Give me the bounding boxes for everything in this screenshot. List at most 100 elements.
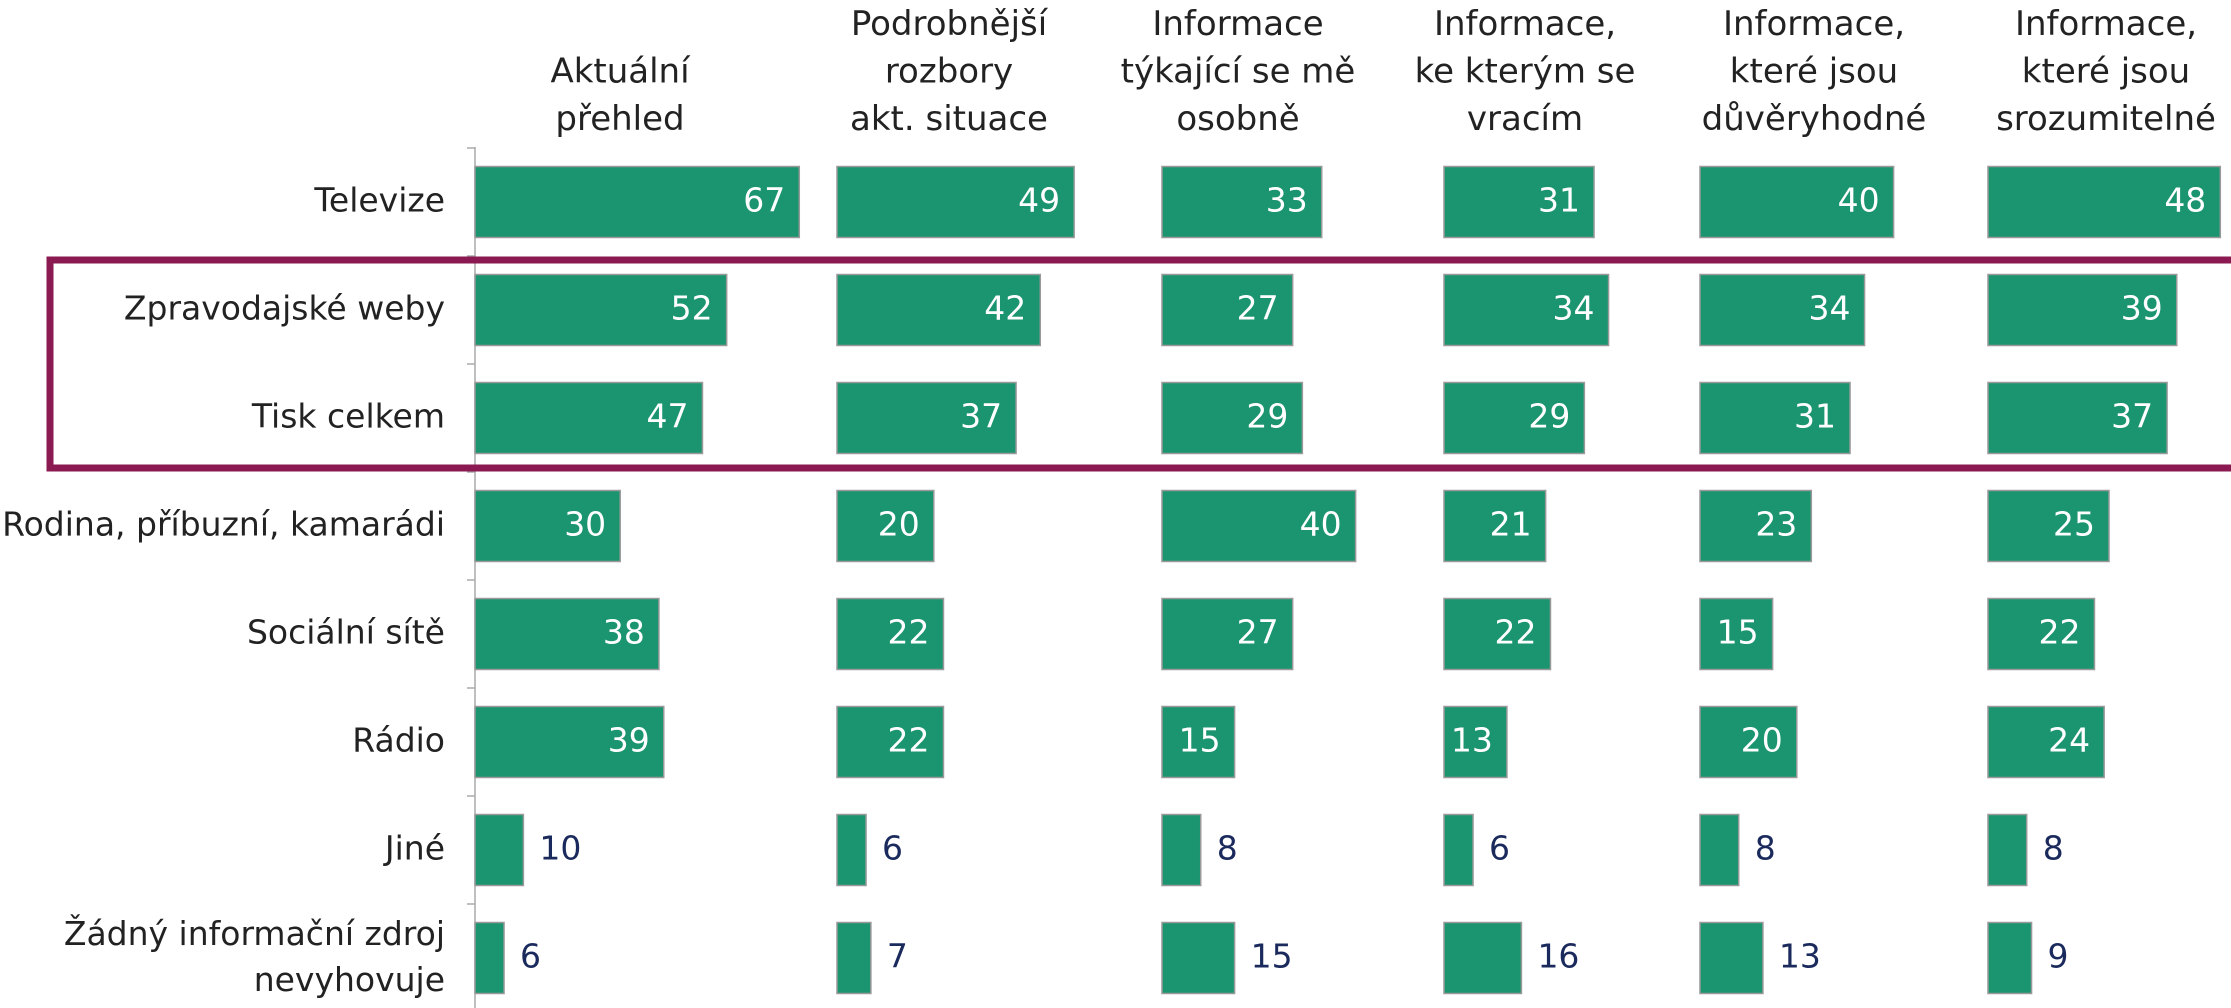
value-label: 49 [1018, 181, 1060, 220]
value-label: 39 [608, 721, 650, 760]
bar [1161, 705, 1236, 779]
value-label: 42 [984, 289, 1026, 328]
value-label: 20 [1741, 721, 1783, 760]
bar [1443, 597, 1552, 671]
category-label: Televize [313, 181, 445, 220]
value-label: 9 [2048, 937, 2069, 976]
value-label: 23 [1755, 505, 1797, 544]
bar [474, 705, 665, 779]
bar [1699, 165, 1895, 239]
bar [1443, 381, 1586, 455]
value-label: 52 [671, 289, 713, 328]
value-label: 22 [887, 721, 929, 760]
bar [1161, 597, 1294, 671]
value-label: 15 [1717, 613, 1759, 652]
bar [1161, 165, 1323, 239]
bar [1699, 597, 1774, 671]
bar [1987, 165, 2222, 239]
bar [1161, 381, 1304, 455]
value-label: 20 [878, 505, 920, 544]
bar [1987, 813, 2028, 887]
value-label: 13 [1779, 937, 1821, 976]
value-label: 33 [1266, 181, 1308, 220]
highlight-box [46, 256, 2231, 472]
bar [1987, 381, 2168, 455]
value-label: 7 [887, 937, 908, 976]
bar [474, 489, 621, 563]
panel-title: Informace, které jsou srozumitelné [1996, 3, 2216, 138]
panel-title: Informace týkající se mě osobně [1121, 3, 1356, 138]
category-label: Rádio [352, 721, 445, 760]
value-label: 40 [1838, 181, 1880, 220]
panel-title: Informace, které jsou důvěryhodné [1702, 3, 1927, 138]
value-label: 15 [1179, 721, 1221, 760]
value-label: 25 [2053, 505, 2095, 544]
bar [474, 273, 728, 347]
bar [1987, 489, 2110, 563]
bar [1699, 921, 1764, 995]
value-label: 31 [1794, 397, 1836, 436]
value-label: 13 [1451, 721, 1493, 760]
bar [1699, 381, 1851, 455]
bar [474, 381, 704, 455]
value-label: 8 [1755, 829, 1776, 868]
bar [1443, 273, 1610, 347]
bar [1987, 273, 2178, 347]
value-label: 15 [1251, 937, 1293, 976]
bar [836, 705, 945, 779]
value-label: 22 [2038, 613, 2080, 652]
bar [1161, 489, 1357, 563]
bar [836, 921, 872, 995]
value-label: 6 [520, 937, 541, 976]
value-label: 8 [2043, 829, 2064, 868]
value-label: 30 [564, 505, 606, 544]
value-label: 8 [1217, 829, 1238, 868]
value-label: 6 [1489, 829, 1510, 868]
bar [836, 813, 867, 887]
bar [836, 597, 945, 671]
bar [1699, 705, 1798, 779]
category-label: Jiné [383, 829, 445, 868]
value-label: 24 [2048, 721, 2090, 760]
bar [1443, 813, 1474, 887]
category-label: Rodina, příbuzní, kamarádi [2, 505, 445, 544]
bar [836, 381, 1017, 455]
value-label: 47 [646, 397, 688, 436]
bar [836, 489, 935, 563]
category-label: Sociální sítě [247, 613, 445, 652]
value-label: 10 [539, 829, 581, 868]
bar [1699, 489, 1813, 563]
bar [1161, 273, 1294, 347]
value-label: 39 [2121, 289, 2163, 328]
bar [1161, 921, 1236, 995]
value-label: 21 [1490, 505, 1532, 544]
value-label: 27 [1237, 613, 1279, 652]
bar [1161, 813, 1202, 887]
value-label: 29 [1246, 397, 1288, 436]
value-label: 22 [1494, 613, 1536, 652]
bar [1443, 165, 1595, 239]
category-label: Zpravodajské weby [124, 289, 445, 328]
value-label: 29 [1528, 397, 1570, 436]
bar [1443, 921, 1523, 995]
bar [474, 597, 660, 671]
value-label: 48 [2164, 181, 2206, 220]
bar [474, 813, 525, 887]
bar [1987, 597, 2096, 671]
bar [1443, 705, 1508, 779]
value-label: 22 [887, 613, 929, 652]
value-label: 38 [603, 613, 645, 652]
value-label: 27 [1237, 289, 1279, 328]
value-label: 37 [2111, 397, 2153, 436]
bar [836, 273, 1042, 347]
value-label: 34 [1553, 289, 1595, 328]
bar [474, 921, 505, 995]
panel-title: Informace, ke kterým se vracím [1415, 3, 1636, 138]
bar [1443, 489, 1547, 563]
bar [1699, 273, 1866, 347]
category-label: Tisk celkem [251, 397, 445, 436]
value-label: 67 [743, 181, 785, 220]
value-label: 6 [882, 829, 903, 868]
value-label: 37 [960, 397, 1002, 436]
